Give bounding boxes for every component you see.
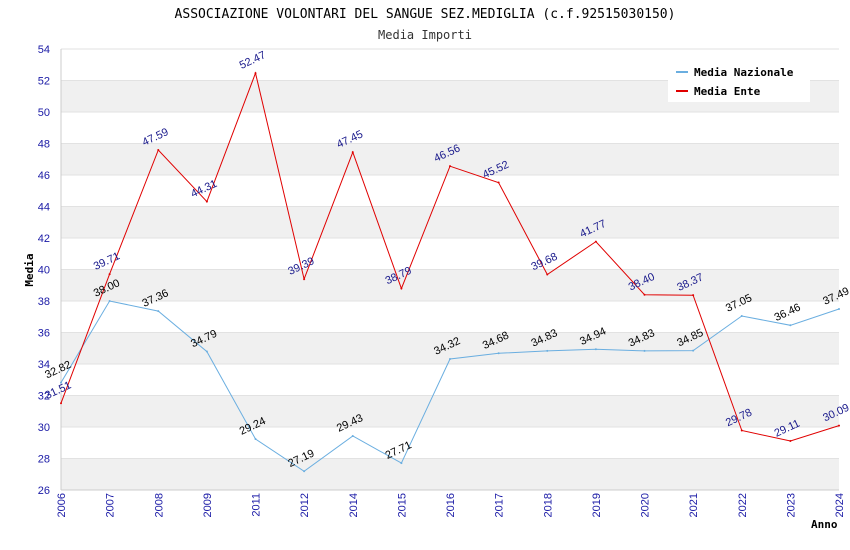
data-point xyxy=(254,72,257,75)
x-tick-label: 2011 xyxy=(251,493,263,517)
x-axis-label: Anno xyxy=(811,518,838,531)
data-point xyxy=(546,273,549,276)
data-point xyxy=(497,181,500,184)
y-tick-label: 28 xyxy=(38,454,50,466)
data-point xyxy=(400,462,403,465)
data-point xyxy=(594,240,597,243)
y-tick-label: 30 xyxy=(38,422,50,434)
y-tick-label: 54 xyxy=(38,44,50,56)
data-point xyxy=(60,381,62,384)
data-point xyxy=(643,349,646,352)
chart-title: ASSOCIAZIONE VOLONTARI DEL SANGUE SEZ.ME… xyxy=(175,7,676,22)
x-tick-label: 2014 xyxy=(348,493,360,517)
data-point xyxy=(497,352,500,355)
y-tick-label: 26 xyxy=(38,485,50,497)
data-point xyxy=(692,294,695,297)
y-tick-label: 36 xyxy=(38,328,50,340)
y-tick-label: 32 xyxy=(38,391,50,403)
x-tick-label: 2012 xyxy=(299,493,311,517)
data-point xyxy=(400,287,403,290)
y-axis-label: Media xyxy=(23,253,36,286)
data-point xyxy=(740,429,743,432)
y-tick-label: 34 xyxy=(38,359,50,371)
legend-box xyxy=(668,60,810,102)
x-tick-label: 2008 xyxy=(153,493,165,517)
legend-label-media-ente: Media Ente xyxy=(694,85,761,98)
y-tick-label: 48 xyxy=(38,139,50,151)
data-point xyxy=(205,350,208,353)
x-tick-label: 2017 xyxy=(494,493,506,517)
x-tick-label: 2016 xyxy=(445,493,457,517)
y-tick-label: 46 xyxy=(38,170,50,182)
data-point xyxy=(449,357,451,360)
data-point xyxy=(303,470,306,473)
y-tick-label: 52 xyxy=(38,76,50,88)
data-point xyxy=(692,349,695,352)
data-point xyxy=(108,300,111,302)
data-point xyxy=(351,434,354,437)
grid-band xyxy=(61,175,839,207)
legend-label-media-nazionale: Media Nazionale xyxy=(694,66,794,79)
x-tick-label: 2018 xyxy=(542,493,554,517)
y-tick-label: 40 xyxy=(38,265,50,277)
x-tick-label: 2020 xyxy=(640,493,652,517)
grid-band xyxy=(61,301,839,333)
grid-bands xyxy=(61,48,839,491)
x-tick-label: 2006 xyxy=(56,493,68,517)
x-tick-label: 2022 xyxy=(737,493,749,517)
x-tick-label: 2023 xyxy=(785,493,797,517)
x-tick-label: 2007 xyxy=(105,493,117,517)
grid-band xyxy=(61,238,839,270)
data-point xyxy=(303,278,306,281)
x-tick-label: 2024 xyxy=(834,493,846,517)
y-tick-label: 42 xyxy=(38,233,50,245)
y-tick-label: 38 xyxy=(38,296,50,308)
grid-band xyxy=(61,395,839,427)
y-tick-label: 44 xyxy=(38,202,50,214)
legend: Media Nazionale Media Ente xyxy=(668,60,810,102)
grid-band xyxy=(61,269,839,301)
data-point xyxy=(594,348,597,351)
grid-band xyxy=(61,364,839,396)
data-point xyxy=(60,402,62,405)
x-tick-label: 2021 xyxy=(688,493,700,517)
data-point xyxy=(351,151,354,154)
data-point xyxy=(643,293,646,296)
data-point xyxy=(254,437,257,440)
x-axis-ticks: 2006 2007 2008 2009 2011 2012 2014 2015 2016 2017… xyxy=(56,493,846,517)
grid-band xyxy=(61,112,839,144)
data-point xyxy=(740,314,743,317)
grid-band xyxy=(61,427,839,459)
x-tick-label: 2015 xyxy=(396,493,408,517)
chart-subtitle: Media Importi xyxy=(378,28,472,42)
data-point xyxy=(789,440,792,443)
x-tick-label: 2009 xyxy=(202,493,214,517)
grid-band xyxy=(61,206,839,238)
data-point xyxy=(449,165,451,168)
grid-band xyxy=(61,143,839,175)
data-point xyxy=(789,324,792,327)
data-point xyxy=(157,148,160,151)
y-axis-ticks: 26 28 30 32 34 36 38 40 42 44 46 48 50 52 54 xyxy=(38,44,50,497)
data-point xyxy=(205,200,208,203)
data-point xyxy=(838,424,840,427)
grid-band xyxy=(61,458,839,490)
data-point xyxy=(108,273,111,276)
data-point xyxy=(838,308,840,311)
series-lines xyxy=(60,71,840,473)
y-tick-label: 50 xyxy=(38,107,50,119)
data-point xyxy=(546,349,549,352)
x-tick-label: 2019 xyxy=(591,493,603,517)
data-point xyxy=(157,310,160,313)
